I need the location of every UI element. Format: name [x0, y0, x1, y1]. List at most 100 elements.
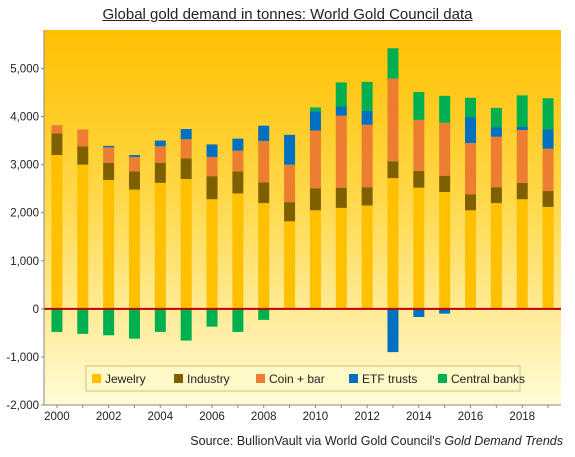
bar-industry-2013 [387, 161, 399, 179]
bar-jewelry-2001 [77, 164, 89, 309]
legend-label: Jewelry [105, 372, 146, 386]
bar-etf-trusts-2002 [103, 145, 115, 148]
bar-jewelry-2007 [232, 193, 244, 309]
bar-industry-2012 [361, 187, 373, 206]
bar-jewelry-2008 [258, 203, 270, 309]
bar-coin-bar-2008 [258, 141, 270, 183]
bar-coin-bar-2004 [154, 146, 166, 163]
y-tick-label: 4,000 [10, 112, 39, 124]
bar-etf-trusts-2004 [154, 140, 166, 147]
bar-etf-trusts-2010 [309, 111, 321, 131]
bar-etf-trusts-2017 [490, 127, 502, 137]
bar-central-banks-2002 [103, 308, 115, 336]
bar-jewelry-2011 [335, 207, 347, 309]
bar-industry-2009 [284, 202, 296, 222]
bar-central-banks-2000 [51, 308, 63, 332]
bar-coin-bar-2016 [465, 142, 477, 195]
bar-coin-bar-2013 [387, 78, 399, 162]
bar-etf-trusts-2007 [232, 138, 244, 151]
bar-jewelry-2014 [413, 187, 425, 309]
bar-coin-bar-2017 [490, 136, 502, 188]
bar-industry-2015 [439, 175, 451, 193]
y-tick-label: 3,000 [10, 160, 39, 172]
legend-label: ETF trusts [362, 372, 417, 386]
bar-industry-2018 [516, 182, 528, 200]
bar-central-banks-2007 [232, 308, 244, 332]
x-tick-label: 2000 [44, 411, 70, 423]
bar-jewelry-2004 [154, 182, 166, 309]
legend-swatch [174, 374, 183, 383]
bar-industry-2019 [542, 191, 554, 207]
legend-box [85, 365, 521, 392]
source-publication: Gold Demand Trends [444, 434, 563, 448]
bar-industry-2010 [309, 188, 321, 211]
plot-background [44, 30, 561, 405]
bar-coin-bar-2011 [335, 115, 347, 188]
bar-jewelry-2003 [128, 189, 140, 309]
bar-coin-bar-2015 [439, 122, 451, 176]
bar-jewelry-2012 [361, 205, 373, 309]
bar-industry-2007 [232, 171, 244, 194]
y-tick-label: 5,000 [10, 63, 39, 75]
x-tick-label: 2008 [251, 411, 277, 423]
bar-jewelry-2015 [439, 192, 451, 309]
bar-jewelry-2005 [180, 179, 192, 309]
bar-coin-bar-2003 [128, 156, 140, 172]
y-tick-label: -1,000 [6, 352, 39, 364]
bar-central-banks-2004 [154, 308, 166, 332]
bar-central-banks-2016 [465, 97, 477, 118]
bar-central-banks-2010 [309, 107, 321, 112]
bar-jewelry-2009 [284, 221, 296, 309]
chart-title: Global gold demand in tonnes: World Gold… [102, 6, 473, 23]
bar-central-banks-2008 [258, 308, 270, 320]
legend-swatch [92, 374, 101, 383]
legend-label: Central banks [451, 372, 525, 386]
bar-etf-trusts-2015 [439, 308, 451, 314]
y-tick-label: 0 [33, 304, 39, 316]
legend-swatch [349, 374, 358, 383]
legend-label: Industry [187, 372, 230, 386]
bar-etf-trusts-2008 [258, 125, 270, 142]
x-tick-label: 2018 [509, 411, 535, 423]
bar-jewelry-2006 [206, 199, 218, 309]
bar-industry-2003 [128, 171, 140, 190]
bar-industry-2001 [77, 146, 89, 165]
bar-industry-2008 [258, 182, 270, 204]
bar-jewelry-2018 [516, 199, 528, 309]
bar-coin-bar-2010 [309, 130, 321, 189]
bar-central-banks-2005 [180, 308, 192, 341]
bar-industry-2000 [51, 133, 63, 155]
bar-coin-bar-2014 [413, 119, 425, 171]
bar-industry-2005 [180, 158, 192, 180]
bar-industry-2014 [413, 170, 425, 188]
bar-coin-bar-2009 [284, 164, 296, 203]
x-tick-label: 2002 [96, 411, 122, 423]
bar-central-banks-2011 [335, 82, 347, 107]
y-tick-label: 2,000 [10, 208, 39, 220]
bar-central-banks-2018 [516, 95, 528, 127]
bar-coin-bar-2012 [361, 124, 373, 188]
source-note: Source: BullionVault via World Gold Coun… [190, 434, 563, 448]
bar-etf-trusts-2005 [180, 129, 192, 140]
bar-jewelry-2000 [51, 155, 63, 309]
bar-coin-bar-2019 [542, 148, 554, 192]
bar-etf-trusts-2011 [335, 106, 347, 116]
x-tick-label: 2006 [199, 411, 225, 423]
legend-label: Coin + bar [269, 372, 325, 386]
bar-etf-trusts-2018 [516, 126, 528, 130]
bar-industry-2017 [490, 187, 502, 204]
bar-central-banks-2014 [413, 92, 425, 120]
bar-central-banks-2013 [387, 48, 399, 79]
bar-jewelry-2002 [103, 180, 115, 309]
bar-coin-bar-2001 [77, 129, 89, 147]
bar-coin-bar-2007 [232, 150, 244, 172]
bar-industry-2006 [206, 176, 218, 200]
bar-industry-2002 [103, 162, 115, 180]
bar-jewelry-2016 [465, 210, 477, 309]
x-tick-label: 2010 [303, 411, 329, 423]
bar-etf-trusts-2014 [413, 308, 425, 318]
bar-coin-bar-2006 [206, 156, 218, 177]
legend-swatch [438, 374, 447, 383]
